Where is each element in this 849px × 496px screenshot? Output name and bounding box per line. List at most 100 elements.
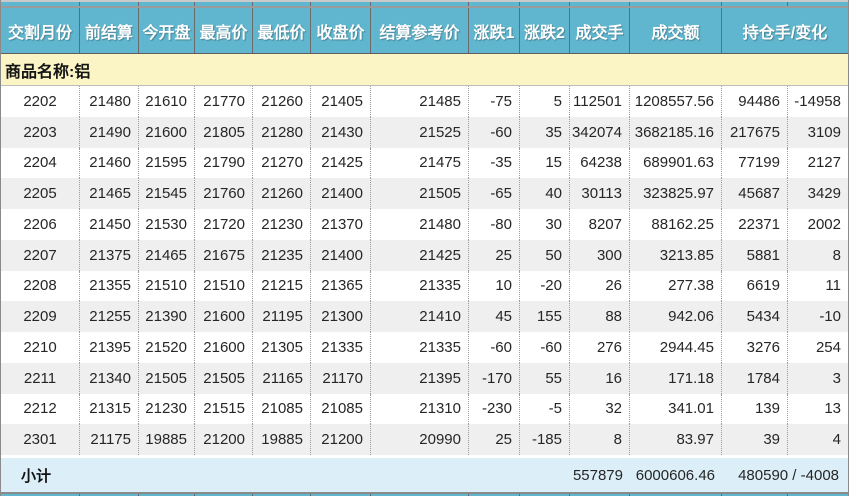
value-cell: 30113 — [570, 178, 630, 209]
value-cell: 21465 — [80, 178, 139, 209]
strip-cell — [722, 2, 788, 6]
value-cell: 21510 — [195, 270, 253, 302]
partial-header-strip-top — [1, 0, 848, 8]
value-cell: 10 — [469, 270, 520, 302]
delivery-month-cell: 2203 — [1, 116, 80, 148]
strip-cell — [520, 2, 570, 6]
value-cell: 15 — [520, 147, 570, 179]
value-cell: 21230 — [253, 209, 311, 240]
value-cell: 342074 — [570, 116, 630, 148]
value-cell: 4 — [832, 431, 841, 449]
value-cell: 139 — [722, 393, 788, 425]
strip-cell — [788, 2, 848, 6]
column-header-1: 前结算 — [80, 8, 139, 53]
value-cell: 2127 — [807, 154, 841, 172]
column-header-7: 涨跌1 — [469, 8, 520, 53]
value-cell: 5881 — [722, 239, 788, 271]
value-cell: 21370 — [311, 209, 371, 240]
value-cell: 50 — [520, 239, 570, 271]
value-cell: 21365 — [311, 270, 371, 302]
column-header-2: 今开盘 — [139, 8, 195, 53]
value-cell: 21480 — [80, 86, 139, 117]
value-cell: 25 — [469, 424, 520, 455]
strip-cell — [253, 2, 311, 6]
value-cell: 21485 — [371, 86, 469, 117]
value-cell: 21805 — [195, 116, 253, 148]
value-cell: 21525 — [371, 116, 469, 148]
subtotal-open-interest: 480590 / -4008 — [738, 466, 839, 484]
value-cell: -60 — [469, 332, 520, 363]
value-cell: 21375 — [80, 239, 139, 271]
product-name-row: 商品名称:铝 — [1, 54, 848, 86]
value-cell: 20990 — [371, 424, 469, 455]
value-cell: 21200 — [195, 424, 253, 455]
value-cell: 21505 — [139, 362, 195, 394]
value-cell: 21175 — [80, 424, 139, 455]
value-cell: 21505 — [195, 362, 253, 394]
delivery-month-cell: 2210 — [1, 332, 80, 363]
delivery-month-cell: 2208 — [1, 270, 80, 302]
delivery-month-cell: 2209 — [1, 301, 80, 332]
value-cell: 155 — [520, 301, 570, 332]
value-cell: 25 — [469, 239, 520, 271]
value-cell: 21395 — [371, 362, 469, 394]
value-cell: 88 — [570, 301, 630, 332]
column-header-3: 最高价 — [195, 8, 253, 53]
value-cell: 21400 — [311, 239, 371, 271]
value-cell: 21545 — [139, 178, 195, 209]
value-cell: -35 — [469, 147, 520, 179]
value-cell: 21310 — [371, 393, 469, 425]
value-cell: 21425 — [311, 147, 371, 179]
value-cell: 19885 — [253, 424, 311, 455]
value-cell: 39 — [722, 424, 788, 455]
value-cell: 3276 — [722, 332, 788, 363]
column-header-6: 结算参考价 — [371, 8, 469, 53]
value-cell: 21305 — [253, 332, 311, 363]
value-cell: 21335 — [371, 332, 469, 363]
value-cell: 112501 — [570, 86, 630, 117]
value-cell: -170 — [469, 362, 520, 394]
strip-cell — [630, 494, 722, 496]
value-cell: 77199 — [722, 147, 788, 179]
column-header-0: 交割月份 — [1, 8, 80, 53]
delivery-month-cell: 2211 — [1, 362, 80, 394]
value-cell: 217675 — [722, 116, 788, 148]
value-cell: 32 — [570, 393, 630, 425]
delivery-month-cell: 2301 — [1, 424, 80, 455]
table-row-2206: 2206 21450 21530 21720 21230 21370 21480 -80 30 8… — [1, 209, 848, 240]
value-cell: -80 — [469, 209, 520, 240]
value-cell: 21260 — [253, 178, 311, 209]
value-cell: -10 — [819, 308, 841, 326]
value-cell: 21475 — [371, 147, 469, 179]
table-body: 2202 21480 21610 21770 21260 21405 21485 -75 5 11… — [1, 86, 848, 455]
value-cell: 21530 — [139, 209, 195, 240]
value-cell: 21395 — [80, 332, 139, 363]
value-cell: 21165 — [253, 362, 311, 394]
strip-cell — [469, 494, 520, 496]
value-cell: 40 — [520, 178, 570, 209]
value-cell: 21425 — [371, 239, 469, 271]
column-header-4: 最低价 — [253, 8, 311, 53]
value-cell: -75 — [469, 86, 520, 117]
value-cell: 64238 — [570, 147, 630, 179]
value-cell: 21460 — [80, 147, 139, 179]
table-row-2208: 2208 21355 21510 21510 21215 21365 21335 10 -20 2… — [1, 270, 848, 302]
delivery-month-cell: 2212 — [1, 393, 80, 425]
delivery-month-cell: 2207 — [1, 239, 80, 271]
value-cell: -60 — [520, 332, 570, 363]
value-cell: 21610 — [139, 86, 195, 117]
value-cell: 21335 — [371, 270, 469, 302]
value-cell: -185 — [520, 424, 570, 455]
value-cell: 3 — [832, 369, 841, 387]
value-cell: 8 — [832, 246, 841, 264]
value-cell: 21770 — [195, 86, 253, 117]
value-cell: 21300 — [311, 301, 371, 332]
strip-cell — [722, 494, 788, 496]
value-cell: 21255 — [80, 301, 139, 332]
value-cell: 21450 — [80, 209, 139, 240]
table-row-2202: 2202 21480 21610 21770 21260 21405 21485 -75 5 11… — [1, 86, 848, 117]
value-cell: 254 — [815, 338, 841, 356]
value-cell: 3213.85 — [630, 239, 722, 271]
strip-cell — [80, 494, 139, 496]
